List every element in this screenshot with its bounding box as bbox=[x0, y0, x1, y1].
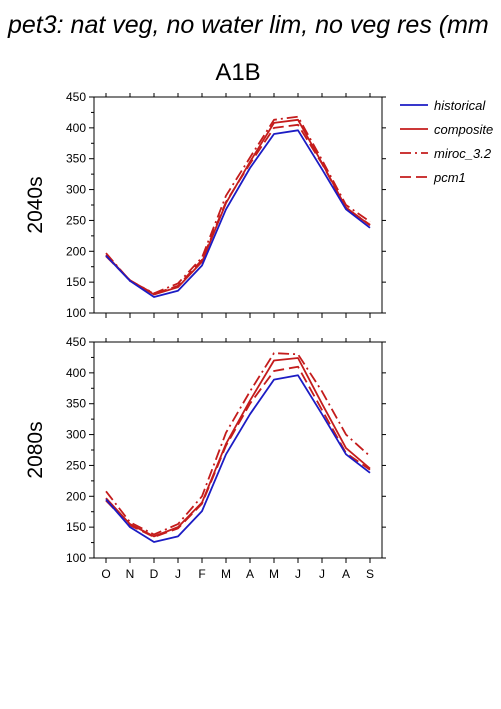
legend-item-historical: historical bbox=[400, 98, 486, 113]
series-line-historical bbox=[105, 129, 371, 298]
y-tick-label: 350 bbox=[66, 152, 86, 166]
chart-panel-2040s: 100 150 200 250 300 350 400 450 2040s bbox=[24, 90, 386, 320]
x-tick-label: J bbox=[175, 567, 181, 581]
x-tick-label: M bbox=[221, 567, 231, 581]
plot-frame bbox=[93, 96, 383, 314]
series-line-composite bbox=[105, 357, 371, 538]
x-tick-label: F bbox=[198, 567, 205, 581]
legend-label: historical bbox=[434, 98, 486, 113]
legend-item-pcm1: pcm1 bbox=[400, 170, 466, 185]
x-tick-label: N bbox=[126, 567, 135, 581]
x-tick-label: J bbox=[319, 567, 325, 581]
y-tick-label: 350 bbox=[66, 397, 86, 411]
x-tick-label: M bbox=[269, 567, 279, 581]
legend-label: pcm1 bbox=[433, 170, 466, 185]
series-line-miroc_3.2 bbox=[105, 115, 371, 295]
y-tick-label: 250 bbox=[66, 213, 86, 227]
x-tick-label: D bbox=[150, 567, 159, 581]
y-tick-label: 200 bbox=[66, 244, 86, 258]
chart-panel-2080s: 100 150 200 250 300 350 400 450 O N D J F M A M J J A S 2080… bbox=[24, 335, 386, 581]
chart-panels: 100 150 200 250 300 350 400 450 2040s 100 150 200 25… bbox=[24, 90, 386, 581]
legend-label: composite bbox=[434, 122, 493, 137]
y-tick-label: 300 bbox=[66, 183, 86, 197]
y-tick-label: 400 bbox=[66, 121, 86, 135]
figure-title: pet3: nat veg, no water lim, no veg res … bbox=[7, 11, 489, 39]
y-tick-label: 250 bbox=[66, 458, 86, 472]
x-tick-label: J bbox=[295, 567, 301, 581]
series-line-pcm1 bbox=[105, 123, 371, 295]
y-tick-label: 450 bbox=[66, 335, 86, 349]
x-tick-label: S bbox=[366, 567, 374, 581]
legend-item-miroc_3.2: miroc_3.2 bbox=[400, 146, 492, 161]
row-label: 2040s bbox=[24, 176, 47, 233]
row-label: 2080s bbox=[24, 421, 47, 478]
legend: historical composite miroc_3.2 pcm1 bbox=[400, 98, 493, 185]
legend-label: miroc_3.2 bbox=[434, 146, 492, 161]
scenario-subtitle: A1B bbox=[215, 59, 260, 86]
series-line-composite bbox=[105, 118, 371, 296]
y-tick-label: 150 bbox=[66, 275, 86, 289]
x-tick-label: A bbox=[246, 567, 254, 581]
series-line-pcm1 bbox=[105, 365, 371, 538]
series-line-miroc_3.2 bbox=[105, 352, 371, 536]
y-tick-label: 300 bbox=[66, 428, 86, 442]
y-tick-label: 100 bbox=[66, 551, 86, 565]
legend-item-composite: composite bbox=[400, 122, 493, 137]
y-tick-label: 150 bbox=[66, 520, 86, 534]
x-tick-label: A bbox=[342, 567, 350, 581]
series-line-historical bbox=[105, 374, 371, 543]
y-tick-label: 100 bbox=[66, 306, 86, 320]
y-tick-label: 200 bbox=[66, 489, 86, 503]
y-tick-label: 400 bbox=[66, 366, 86, 380]
y-tick-label: 450 bbox=[66, 90, 86, 104]
x-tick-label: O bbox=[101, 567, 110, 581]
